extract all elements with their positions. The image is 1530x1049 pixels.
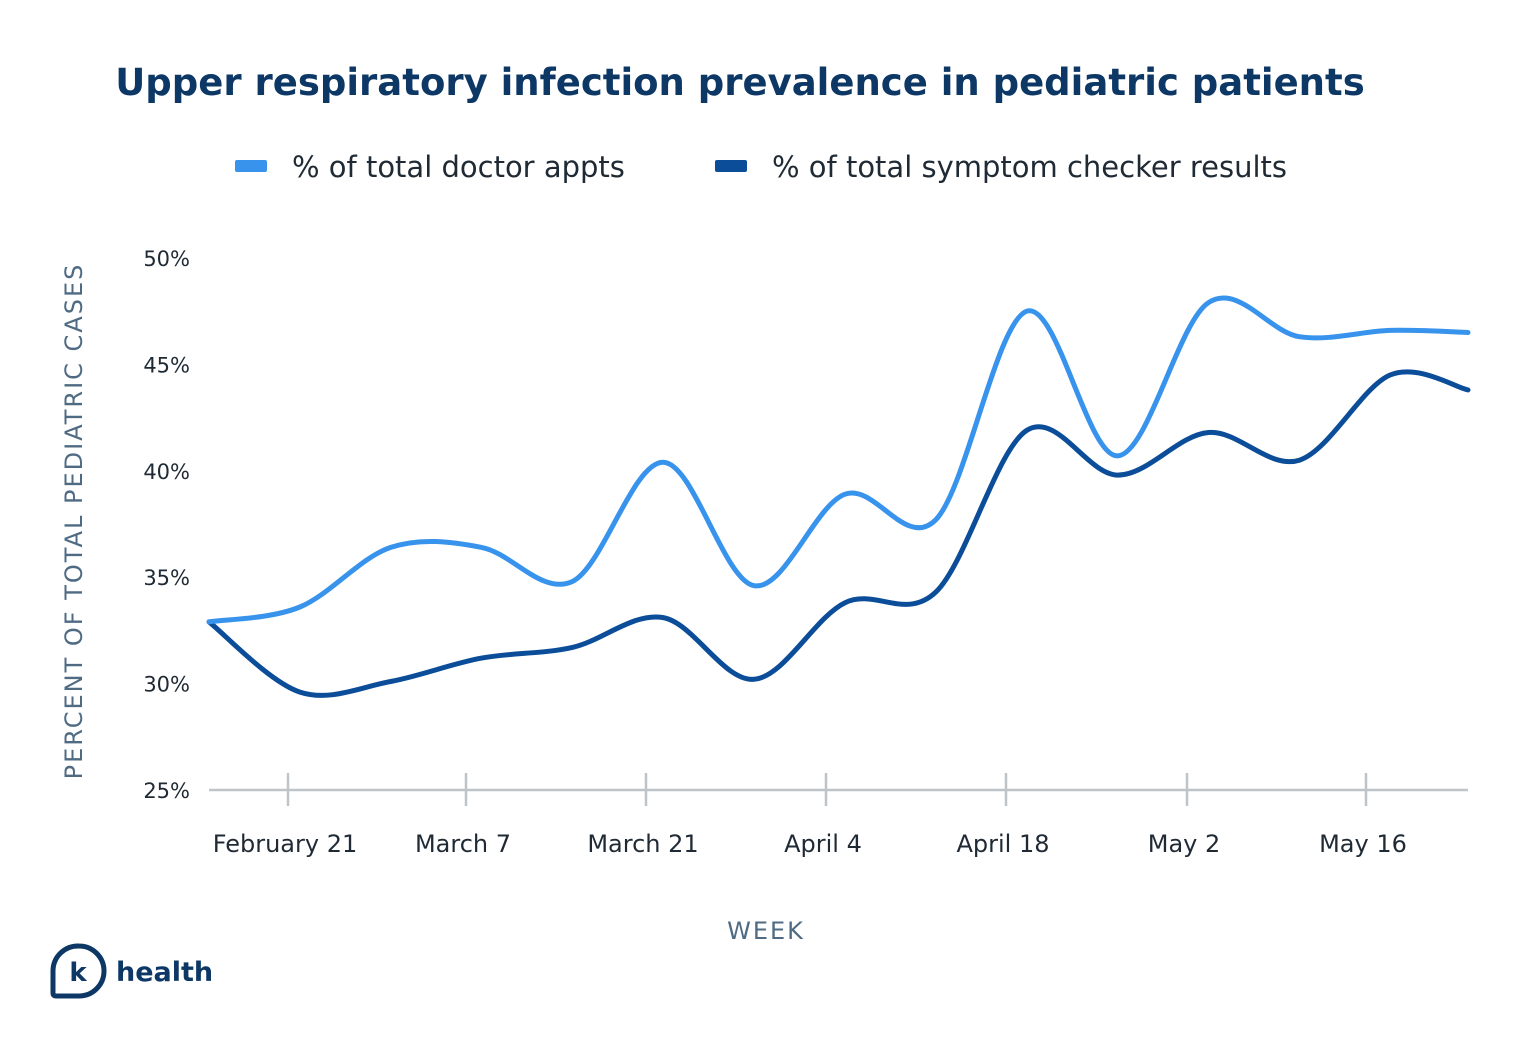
legend-swatch-1 [235, 160, 267, 172]
series-lines [206, 295, 1471, 698]
y-tick-label-35: 35% [143, 566, 190, 590]
y-axis-label: PERCENT OF TOTAL PEDIATRIC CASES [60, 263, 88, 780]
x-tick-label-may-2: May 2 [1148, 830, 1221, 858]
brand-name: health [116, 957, 213, 988]
y-tick-label-40: 40% [143, 460, 190, 484]
series-line-pct-of-total-symptom-checker-results [206, 369, 1471, 698]
legend-label-1: % of total doctor appts [292, 150, 625, 184]
legend-label-2: % of total symptom checker results [772, 150, 1287, 184]
y-tick-label-25: 25% [143, 779, 190, 803]
y-tick-label-45: 45% [143, 353, 190, 377]
x-tick-label-february-21: February 21 [213, 830, 358, 858]
series-line-pct-of-total-doctor-appts [206, 295, 1471, 625]
x-tick-label-march-21: March 21 [587, 830, 698, 858]
legend-swatch-2 [715, 160, 747, 172]
y-axis-ticks: 50% 45% 40% 35% 30% 25% [143, 247, 190, 803]
brand-mark: k [69, 958, 87, 988]
y-tick-label-50: 50% [143, 247, 190, 271]
x-axis-ticks: February 21 March 7 March 21 April 4 April 1… [213, 830, 1407, 858]
x-tick-label-april-18: April 18 [956, 830, 1049, 858]
brand-logo: k health [50, 943, 213, 999]
chart-title: Upper respiratory infection prevalence i… [115, 61, 1364, 104]
legend: % of total doctor appts % of total sympto… [235, 150, 1287, 184]
x-tick-label-march-7: March 7 [415, 830, 511, 858]
k-speech-bubble-icon: k [50, 943, 107, 999]
y-tick-label-30: 30% [143, 673, 190, 697]
x-axis [209, 773, 1468, 806]
x-tick-label-april-4: April 4 [784, 830, 862, 858]
x-axis-label: WEEK [727, 917, 805, 945]
x-tick-label-may-16: May 16 [1319, 830, 1407, 858]
